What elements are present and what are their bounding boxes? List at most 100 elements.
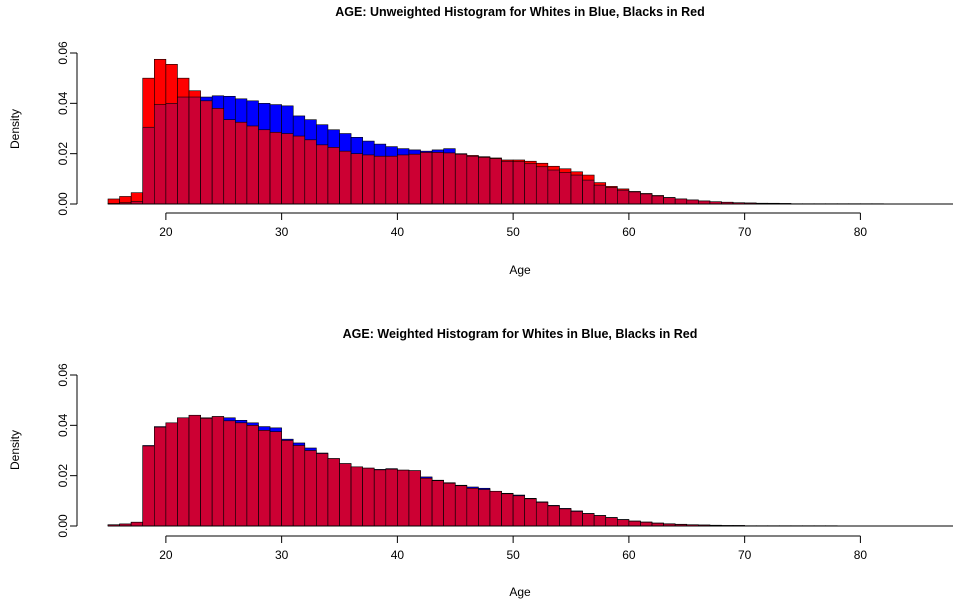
bar-overlap <box>304 139 317 205</box>
bar-overlap <box>478 157 491 205</box>
y-tick-label: 0.00 <box>56 192 70 216</box>
x-tick-label: 50 <box>506 225 520 239</box>
bar-overlap <box>501 493 514 527</box>
bar-overlap <box>211 108 225 205</box>
bar-overlap <box>640 193 653 205</box>
bar-overlap <box>524 163 537 205</box>
x-tick-label: 30 <box>275 548 289 562</box>
bar-overlap <box>454 153 468 205</box>
bar-overlap <box>339 150 352 205</box>
bar-overlap <box>281 440 294 527</box>
bar-overlap <box>512 495 526 527</box>
bar-overlap <box>350 466 363 527</box>
bar-overlap <box>640 521 653 527</box>
bar-overlap <box>385 468 398 527</box>
bar-overlap <box>142 126 155 205</box>
bar-overlap <box>373 469 387 527</box>
x-axis-label: Age <box>509 263 531 277</box>
bar-overlap <box>628 191 641 205</box>
bar-overlap <box>524 498 537 527</box>
y-tick-label: 0.02 <box>56 464 70 488</box>
axes-group: 20 30 40 50 60 70 80 0.00 0.02 0.04 0.06 <box>56 41 867 239</box>
bar-overlap <box>535 166 549 205</box>
bar-overlap <box>269 131 282 205</box>
bar-overlap <box>570 174 583 205</box>
bar-overlap <box>292 135 306 205</box>
bar-overlap <box>489 490 502 527</box>
y-axis-label: Density <box>8 109 22 149</box>
bar-overlap <box>258 129 271 205</box>
bar-overlap <box>362 467 375 527</box>
bar-overlap <box>443 152 456 205</box>
bar-overlap <box>593 515 607 527</box>
x-tick-label: 70 <box>738 548 752 562</box>
bar-overlap <box>258 430 271 527</box>
bar-overlap <box>443 482 456 527</box>
bar-overlap <box>142 445 155 527</box>
bar-overlap <box>304 450 317 527</box>
bar-overlap <box>431 152 444 205</box>
x-tick-label: 50 <box>506 548 520 562</box>
bar-overlap <box>559 172 572 205</box>
bar-overlap <box>408 153 421 205</box>
bar-overlap <box>501 160 514 205</box>
bar-overlap <box>235 422 248 527</box>
bar-overlap <box>489 158 502 205</box>
x-tick-label: 80 <box>854 225 868 239</box>
bar-overlap <box>385 155 398 205</box>
bar-overlap <box>559 508 572 527</box>
bar-overlap <box>674 198 688 205</box>
bar-overlap <box>223 119 236 205</box>
bar-overlap <box>235 121 248 205</box>
weighted-histogram-panel: AGE: Weighted Histogram for Whites in Bl… <box>8 327 953 599</box>
chart-title: AGE: Unweighted Histogram for Whites in … <box>335 5 705 19</box>
bar-overlap <box>177 96 190 205</box>
bar-overlap <box>154 426 167 527</box>
x-tick-label: 70 <box>738 225 752 239</box>
x-tick-label: 60 <box>622 548 636 562</box>
bar-overlap <box>663 197 676 205</box>
y-tick-label: 0.00 <box>56 514 70 538</box>
bar-overlap <box>246 425 259 527</box>
bar-overlap <box>130 521 144 527</box>
bar-overlap <box>593 184 607 205</box>
y-tick-label: 0.02 <box>56 142 70 166</box>
bar-overlap <box>154 104 167 205</box>
bar-overlap <box>327 147 340 205</box>
x-tick-label: 40 <box>391 225 405 239</box>
y-tick-label: 0.06 <box>56 41 70 65</box>
bar-overlap <box>373 155 387 205</box>
bar-overlap <box>316 453 329 527</box>
bar-overlap <box>420 152 433 205</box>
bar-overlap <box>246 125 259 205</box>
bar-overlap <box>316 144 329 205</box>
x-tick-label: 40 <box>391 548 405 562</box>
bar-overlap <box>605 517 618 527</box>
bar-overlap <box>200 417 213 527</box>
bar-overlap <box>535 502 549 527</box>
x-tick-label: 20 <box>159 225 173 239</box>
bar-overlap <box>431 480 444 527</box>
chart-title: AGE: Weighted Histogram for Whites in Bl… <box>343 327 698 341</box>
y-tick-label: 0.04 <box>56 91 70 115</box>
bar-overlap <box>177 417 190 527</box>
bar-overlap <box>165 103 178 205</box>
x-tick-label: 20 <box>159 548 173 562</box>
bar-overlap <box>686 199 699 205</box>
bar-overlap <box>200 100 213 205</box>
bar-overlap <box>223 420 236 527</box>
bar-overlap <box>339 463 352 527</box>
x-axis-label: Age <box>509 585 531 599</box>
bar-overlap <box>408 470 421 527</box>
x-tick-label: 80 <box>854 548 868 562</box>
bar-overlap <box>362 154 375 205</box>
bar-overlap <box>617 189 630 205</box>
bar-overlap <box>547 505 560 527</box>
bar-overlap <box>269 431 282 527</box>
bar-overlap <box>397 154 410 205</box>
bar-overlap <box>211 416 225 527</box>
y-tick-label: 0.06 <box>56 363 70 387</box>
bar-overlap <box>281 133 294 205</box>
bar-overlap <box>165 422 178 527</box>
